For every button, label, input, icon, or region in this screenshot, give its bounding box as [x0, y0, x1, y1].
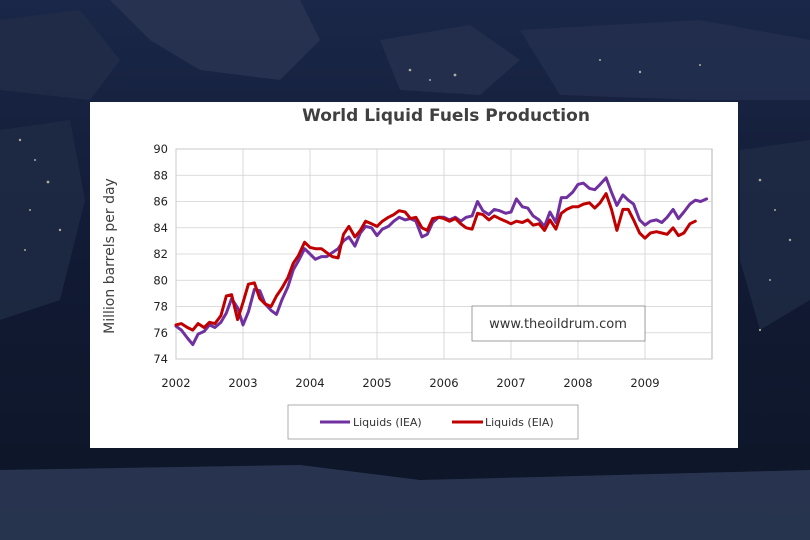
legend-label-eia: Liquids (EIA) — [485, 416, 554, 429]
x-tick-label: 2008 — [563, 376, 592, 390]
x-tick-label: 2002 — [161, 376, 190, 390]
y-axis-ticks: 74 76 78 80 82 84 86 88 90 — [153, 142, 168, 366]
x-axis-ticks: 2002 2003 2004 2005 2006 2007 2008 2009 — [161, 376, 659, 390]
chart-title: World Liquid Fuels Production — [302, 106, 590, 126]
y-tick-label: 76 — [153, 326, 168, 340]
x-tick-label: 2007 — [496, 376, 525, 390]
legend-label-iea: Liquids (IEA) — [353, 416, 422, 429]
y-tick-label: 84 — [153, 221, 168, 235]
legend: Liquids (IEA) Liquids (EIA) — [287, 404, 579, 440]
watermark: www.theoildrum.com — [471, 305, 646, 342]
y-tick-label: 82 — [153, 247, 168, 261]
y-tick-label: 74 — [153, 352, 168, 366]
chart-panel: World Liquid Fuels Production Million ba… — [90, 102, 738, 448]
y-tick-label: 80 — [153, 273, 168, 287]
y-tick-label: 78 — [153, 300, 168, 314]
y-axis-label: Million barrels per day — [102, 178, 118, 334]
x-tick-label: 2009 — [630, 376, 659, 390]
series-line-1 — [174, 192, 697, 332]
x-tick-label: 2003 — [228, 376, 257, 390]
grid-lines — [175, 148, 712, 360]
y-tick-label: 86 — [153, 195, 168, 209]
y-tick-label: 88 — [153, 168, 168, 182]
x-tick-label: 2005 — [362, 376, 391, 390]
y-tick-label: 90 — [153, 142, 168, 156]
series-lines — [174, 176, 709, 347]
chart: World Liquid Fuels Production Million ba… — [102, 106, 713, 440]
watermark-text: www.theoildrum.com — [489, 317, 627, 332]
x-tick-label: 2006 — [429, 376, 458, 390]
x-tick-label: 2004 — [295, 376, 324, 390]
